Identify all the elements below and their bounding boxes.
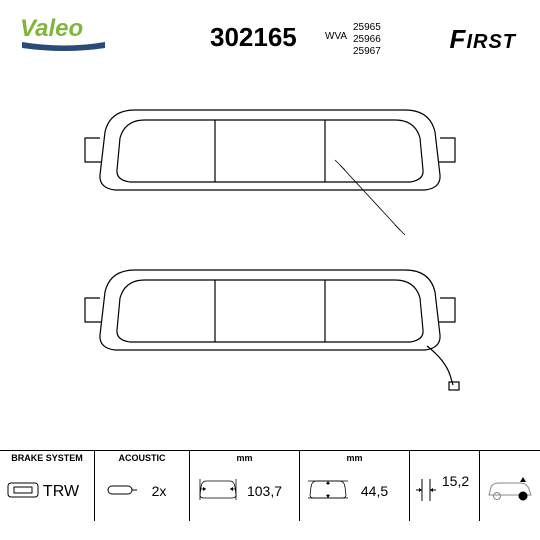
thickness-icon <box>416 477 438 503</box>
header: Valeo 302165 WVA 25965 25966 25967 FIRST <box>0 14 540 64</box>
pad-width-icon <box>198 477 238 501</box>
spec-acoustic: ACOUSTIC 2x <box>95 451 190 521</box>
caliper-icon <box>6 479 40 501</box>
spec-position <box>480 451 540 521</box>
wva-code: 25966 <box>353 34 381 46</box>
brand-swoosh <box>22 42 105 51</box>
wva-codes: 25965 25966 25967 <box>353 22 381 58</box>
dimension-line <box>340 165 400 230</box>
pad-height-icon <box>308 475 348 503</box>
spec-thickness: 15,2 <box>410 451 480 521</box>
car-rear-icon <box>485 475 535 505</box>
brand-logo: Valeo <box>20 14 110 59</box>
wva-label: WVA <box>325 31 347 42</box>
series-logo: FIRST <box>450 24 516 55</box>
spec-width: mm 103,7 <box>190 451 300 521</box>
sensor-icon <box>107 483 137 497</box>
brand-text-top: Valeo <box>20 15 83 42</box>
pad-top <box>85 110 455 190</box>
spec-height: mm 44,5 <box>300 451 410 521</box>
pad-bottom <box>85 270 459 390</box>
spec-brake-system: BRAKE SYSTEM TRW <box>0 451 95 521</box>
spec-footer: BRAKE SYSTEM TRW ACOUSTIC 2x mm 103,7 mm <box>0 450 540 520</box>
brake-pad-diagram <box>60 70 480 430</box>
wva-code: 25965 <box>353 22 381 34</box>
wva-code: 25967 <box>353 46 381 58</box>
part-number: 302165 <box>210 22 297 53</box>
